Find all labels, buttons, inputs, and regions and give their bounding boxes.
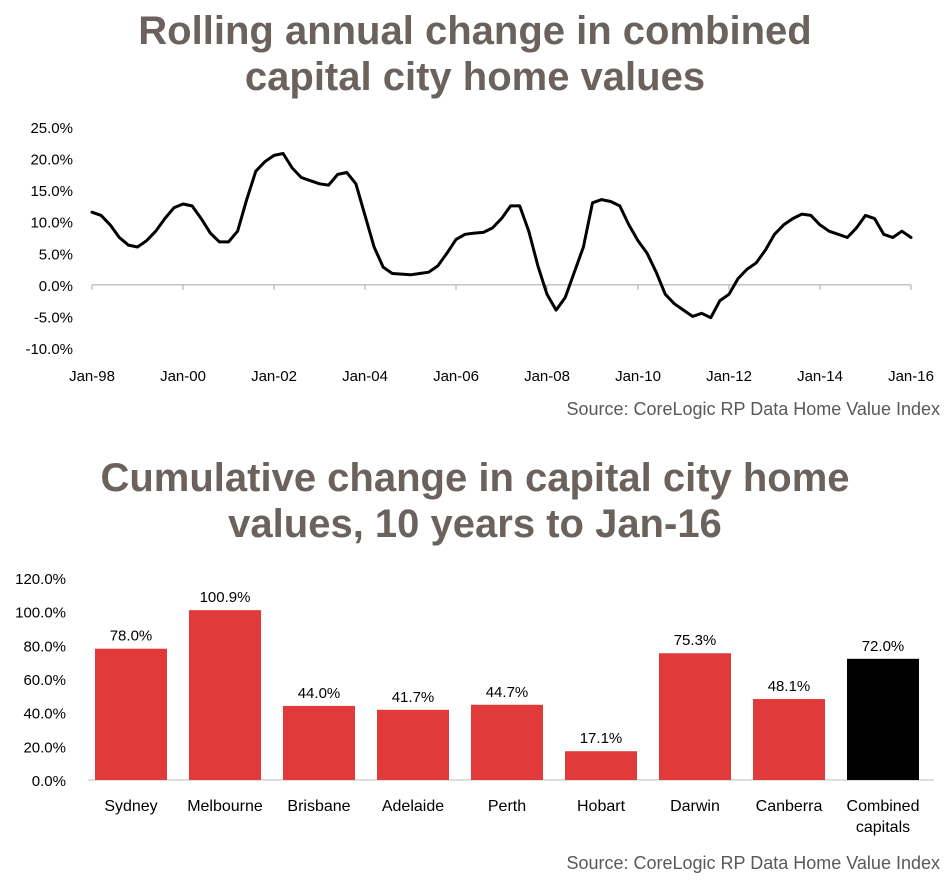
line-chart-title-line-2: capital city home values bbox=[244, 55, 706, 99]
x-tick-label: Jan-14 bbox=[797, 368, 843, 385]
bar-value-label: 75.3% bbox=[674, 632, 717, 649]
x-tick-label: Jan-08 bbox=[524, 368, 570, 385]
x-tick-label: Jan-10 bbox=[615, 368, 661, 385]
y-tick-label: 0.0% bbox=[39, 278, 73, 295]
category-label: Hobart bbox=[577, 798, 626, 815]
bar-chart-title-line-1: Cumulative change in capital city home bbox=[100, 456, 850, 500]
bar bbox=[565, 751, 637, 780]
line-chart-title: Rolling annual change in combined capita… bbox=[0, 8, 950, 100]
category-label: Combined bbox=[847, 798, 920, 815]
category-label: Darwin bbox=[670, 798, 720, 815]
line-chart-source: Source: CoreLogic RP Data Home Value Ind… bbox=[566, 399, 940, 419]
category-label: Adelaide bbox=[382, 798, 444, 815]
bar-chart-title: Cumulative change in capital city home v… bbox=[0, 455, 950, 547]
line-chart: 25.0% 20.0% 15.0% 10.0% 5.0% 0.0% -5.0% -10.0% J… bbox=[25, 120, 934, 385]
y-tick-label: 5.0% bbox=[39, 246, 73, 263]
x-tick-label: Jan-98 bbox=[69, 368, 115, 385]
bar-value-label: 17.1% bbox=[580, 730, 623, 747]
y-tick-label: -5.0% bbox=[34, 309, 73, 326]
y-tick-label: 60.0% bbox=[23, 672, 66, 689]
y-tick-label: 0.0% bbox=[32, 773, 66, 790]
category-label: Melbourne bbox=[187, 798, 263, 815]
x-tick-label: Jan-00 bbox=[160, 368, 206, 385]
y-tick-label: 100.0% bbox=[15, 605, 66, 622]
bar bbox=[189, 610, 261, 780]
rolling-annual-change-line bbox=[90, 152, 913, 320]
bar-chart: 120.0% 100.0% 80.0% 60.0% 40.0% 20.0% 0.0% 78.0… bbox=[15, 571, 934, 836]
bar-value-label: 78.0% bbox=[110, 628, 153, 645]
y-tick-label: 40.0% bbox=[23, 706, 66, 723]
bar-value-label: 48.1% bbox=[768, 678, 811, 695]
x-tick-label: Jan-04 bbox=[342, 368, 388, 385]
x-tick-label: Jan-16 bbox=[888, 368, 934, 385]
category-label: Perth bbox=[488, 798, 526, 815]
bar-chart-title-line-2: values, 10 years to Jan-16 bbox=[228, 502, 722, 546]
y-tick-label: 80.0% bbox=[23, 638, 66, 655]
bar-chart-source: Source: CoreLogic RP Data Home Value Ind… bbox=[566, 853, 940, 873]
y-tick-label: -10.0% bbox=[25, 341, 73, 358]
y-tick-label: 120.0% bbox=[15, 571, 66, 588]
bar bbox=[753, 699, 825, 780]
category-label: Brisbane bbox=[287, 798, 350, 815]
bar-value-label: 44.7% bbox=[486, 684, 529, 701]
bar-value-label: 100.9% bbox=[200, 589, 251, 606]
x-tick-label: Jan-06 bbox=[433, 368, 479, 385]
bar-value-label: 44.0% bbox=[298, 685, 341, 702]
y-tick-label: 15.0% bbox=[30, 183, 73, 200]
category-label: Canberra bbox=[756, 798, 823, 815]
bar bbox=[95, 648, 167, 780]
y-tick-label: 20.0% bbox=[30, 152, 73, 169]
bar bbox=[659, 653, 731, 780]
category-label: Sydney bbox=[104, 798, 157, 815]
bar-value-label: 72.0% bbox=[862, 638, 905, 655]
category-label: capitals bbox=[856, 819, 910, 836]
y-tick-label: 20.0% bbox=[23, 739, 66, 756]
bar bbox=[471, 704, 543, 780]
x-tick-label: Jan-12 bbox=[706, 368, 752, 385]
y-tick-label: 10.0% bbox=[30, 215, 73, 232]
bar bbox=[847, 658, 919, 780]
y-tick-label: 25.0% bbox=[30, 120, 73, 137]
bar-value-label: 41.7% bbox=[392, 689, 435, 706]
x-tick-label: Jan-02 bbox=[251, 368, 297, 385]
line-chart-title-line-1: Rolling annual change in combined bbox=[138, 9, 812, 53]
bar bbox=[283, 705, 355, 780]
bar bbox=[377, 709, 449, 780]
